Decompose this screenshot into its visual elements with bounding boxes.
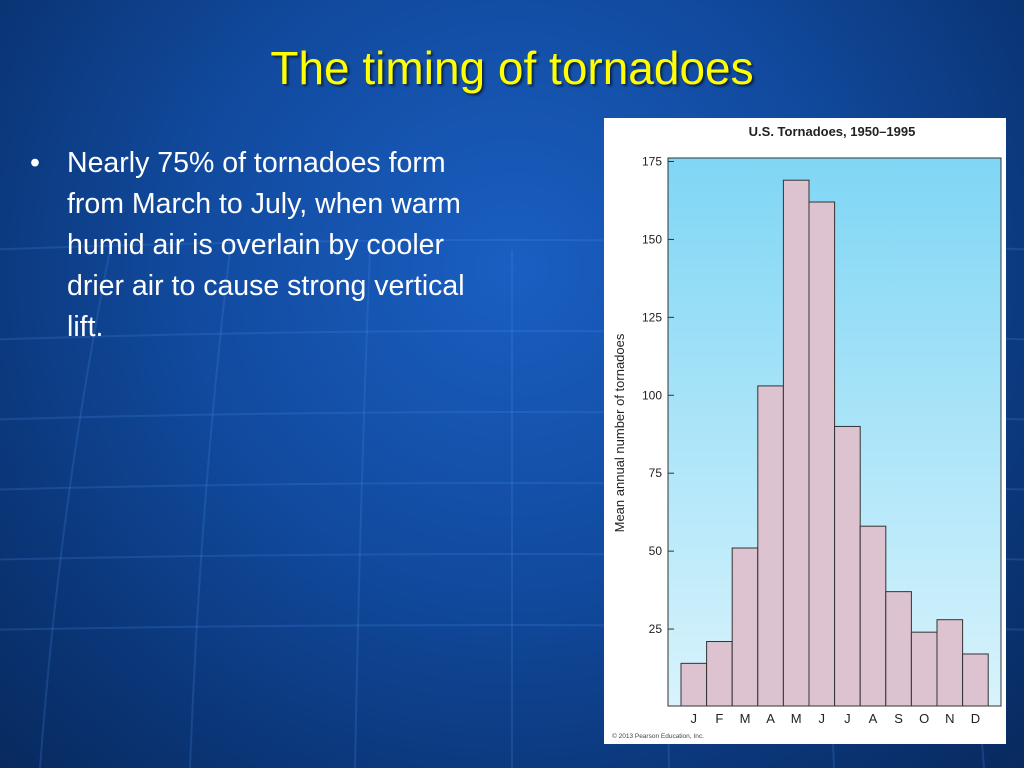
copyright-credit: © 2013 Pearson Education, Inc. — [612, 732, 704, 740]
chart-figure: U.S. Tornadoes, 1950–1995 25 50 75 100 125 15… — [604, 118, 1006, 744]
bar-4 — [757, 385, 784, 707]
bar-7 — [834, 425, 861, 707]
y-tick-label: 175 — [642, 155, 662, 169]
x-tick-label: J — [844, 711, 851, 726]
chart-title: U.S. Tornadoes, 1950–1995 — [749, 124, 916, 139]
bullet-text: Nearly 75% of tornadoes form from March … — [67, 147, 465, 343]
bar-chart: U.S. Tornadoes, 1950–1995 25 50 75 100 125 15… — [612, 124, 1002, 740]
bar-1 — [680, 662, 708, 707]
x-tick-label: D — [971, 711, 980, 726]
x-tick-label: F — [715, 711, 723, 726]
y-tick-label: 50 — [649, 544, 663, 558]
y-tick-label: 100 — [642, 388, 662, 402]
x-tick-label: N — [945, 711, 954, 726]
bar-9 — [885, 591, 912, 707]
x-tick-label: J — [691, 711, 698, 726]
bullet-icon: • — [30, 147, 40, 179]
bar-5 — [782, 179, 810, 707]
slide-title: The timing of tornadoes — [270, 42, 754, 94]
x-tick-label: S — [894, 711, 903, 726]
bar-2 — [706, 641, 733, 707]
x-tick-label: M — [791, 711, 802, 726]
y-tick-label: 125 — [642, 310, 662, 324]
bar-8 — [859, 525, 887, 707]
x-tick-label: A — [869, 711, 878, 726]
x-tick-label: M — [740, 711, 751, 726]
y-tick-label: 25 — [649, 622, 663, 636]
y-tick-label: 75 — [649, 466, 663, 480]
bullet-point: • Nearly 75% of tornadoes form from Marc… — [28, 143, 508, 348]
bar-11 — [936, 619, 964, 707]
bar-10 — [910, 631, 938, 707]
y-axis-label: Mean annual number of tornadoes — [612, 333, 627, 532]
y-tick-label: 150 — [642, 232, 662, 246]
bar-12 — [962, 653, 989, 707]
x-tick-label: A — [766, 711, 775, 726]
bar-6 — [808, 201, 836, 707]
bar-3 — [731, 547, 759, 707]
x-tick-label: J — [819, 711, 826, 726]
x-tick-label: O — [919, 711, 929, 726]
